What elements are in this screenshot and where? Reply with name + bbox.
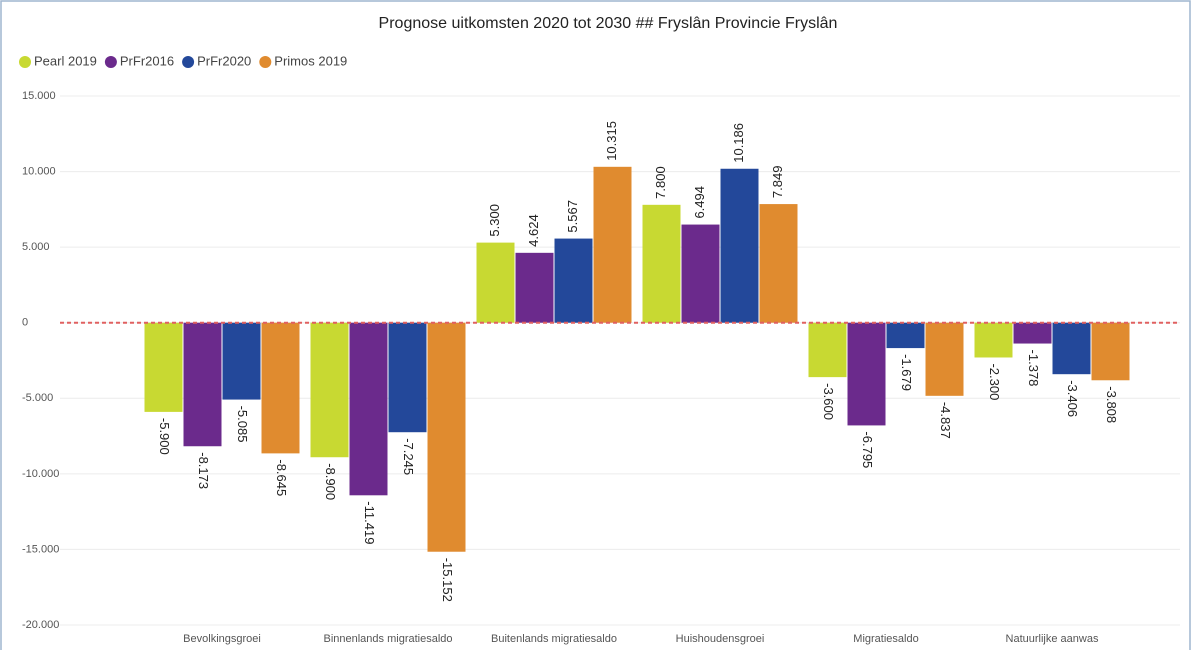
x-tick-label: Buitenlands migratiesaldo xyxy=(491,633,617,645)
legend-label: PrFr2016 xyxy=(120,53,174,68)
data-label: -8.900 xyxy=(323,463,338,500)
bar xyxy=(1013,322,1052,344)
y-tick-label: -5.000 xyxy=(22,392,53,404)
legend-label: Pearl 2019 xyxy=(34,53,97,68)
data-label: 7.800 xyxy=(653,166,668,199)
data-label: 10.186 xyxy=(731,123,746,163)
y-tick-label: 5.000 xyxy=(22,241,50,253)
bar xyxy=(476,242,515,323)
data-label: 4.624 xyxy=(526,214,541,247)
bar xyxy=(183,322,222,447)
bar xyxy=(515,252,554,323)
bar xyxy=(681,224,720,323)
data-label: -3.600 xyxy=(821,383,836,420)
x-tick-label: Natuurlijke aanwas xyxy=(1006,633,1099,645)
data-label: -8.173 xyxy=(196,452,211,489)
bar xyxy=(261,322,300,454)
bar xyxy=(925,322,964,396)
chart-title: Prognose uitkomsten 2020 tot 2030 ## Fry… xyxy=(379,15,838,32)
data-label: -2.300 xyxy=(987,363,1002,400)
y-tick-label: 0 xyxy=(22,317,28,329)
legend-swatch xyxy=(182,56,195,68)
x-tick-label: Migratiesaldo xyxy=(853,633,918,645)
data-label: -15.152 xyxy=(440,558,455,602)
bar xyxy=(427,322,466,552)
y-tick-label: -20.000 xyxy=(22,619,59,631)
bar xyxy=(974,322,1013,358)
data-label: 6.494 xyxy=(692,186,707,219)
data-label: 5.300 xyxy=(487,204,502,237)
bar xyxy=(720,168,759,323)
legend-swatch xyxy=(104,56,117,68)
data-label: -6.795 xyxy=(860,431,875,468)
x-tick-label: Bevolkingsgroei xyxy=(183,633,261,645)
data-label: -11.419 xyxy=(362,501,377,544)
legend-label: Primos 2019 xyxy=(274,53,347,68)
bar xyxy=(886,322,925,349)
bar xyxy=(388,322,427,433)
y-tick-label: 15.000 xyxy=(22,90,56,102)
bar xyxy=(1052,322,1091,375)
x-tick-label: Huishoudensgroei xyxy=(676,633,765,645)
data-label: -1.378 xyxy=(1026,350,1041,387)
bar xyxy=(222,322,261,400)
bar xyxy=(144,322,183,412)
bar xyxy=(759,204,798,323)
bar xyxy=(642,204,681,323)
bar xyxy=(808,322,847,378)
legend-swatch xyxy=(259,56,272,68)
bar xyxy=(593,166,632,323)
bar xyxy=(1091,322,1130,381)
data-label: 5.567 xyxy=(565,200,580,233)
legend-label: PrFr2020 xyxy=(197,53,251,68)
data-label: -1.679 xyxy=(899,354,914,391)
data-label: 7.849 xyxy=(770,166,785,199)
data-label: -4.837 xyxy=(938,402,953,439)
bar xyxy=(349,322,388,496)
bar xyxy=(310,322,349,458)
y-tick-label: 10.000 xyxy=(22,165,56,177)
bar xyxy=(554,238,593,323)
data-label: -8.645 xyxy=(274,459,289,496)
data-label: 10.315 xyxy=(604,121,619,161)
data-label: -7.245 xyxy=(401,438,416,475)
bar xyxy=(847,322,886,426)
y-tick-label: -10.000 xyxy=(22,468,59,480)
data-label: -3.406 xyxy=(1065,380,1080,417)
data-label: -5.085 xyxy=(235,406,250,443)
data-label: -3.808 xyxy=(1104,386,1119,423)
y-tick-label: -15.000 xyxy=(22,543,59,555)
data-label: -5.900 xyxy=(157,418,172,455)
legend-swatch xyxy=(19,56,31,68)
x-tick-label: Binnenlands migratiesaldo xyxy=(323,633,452,645)
